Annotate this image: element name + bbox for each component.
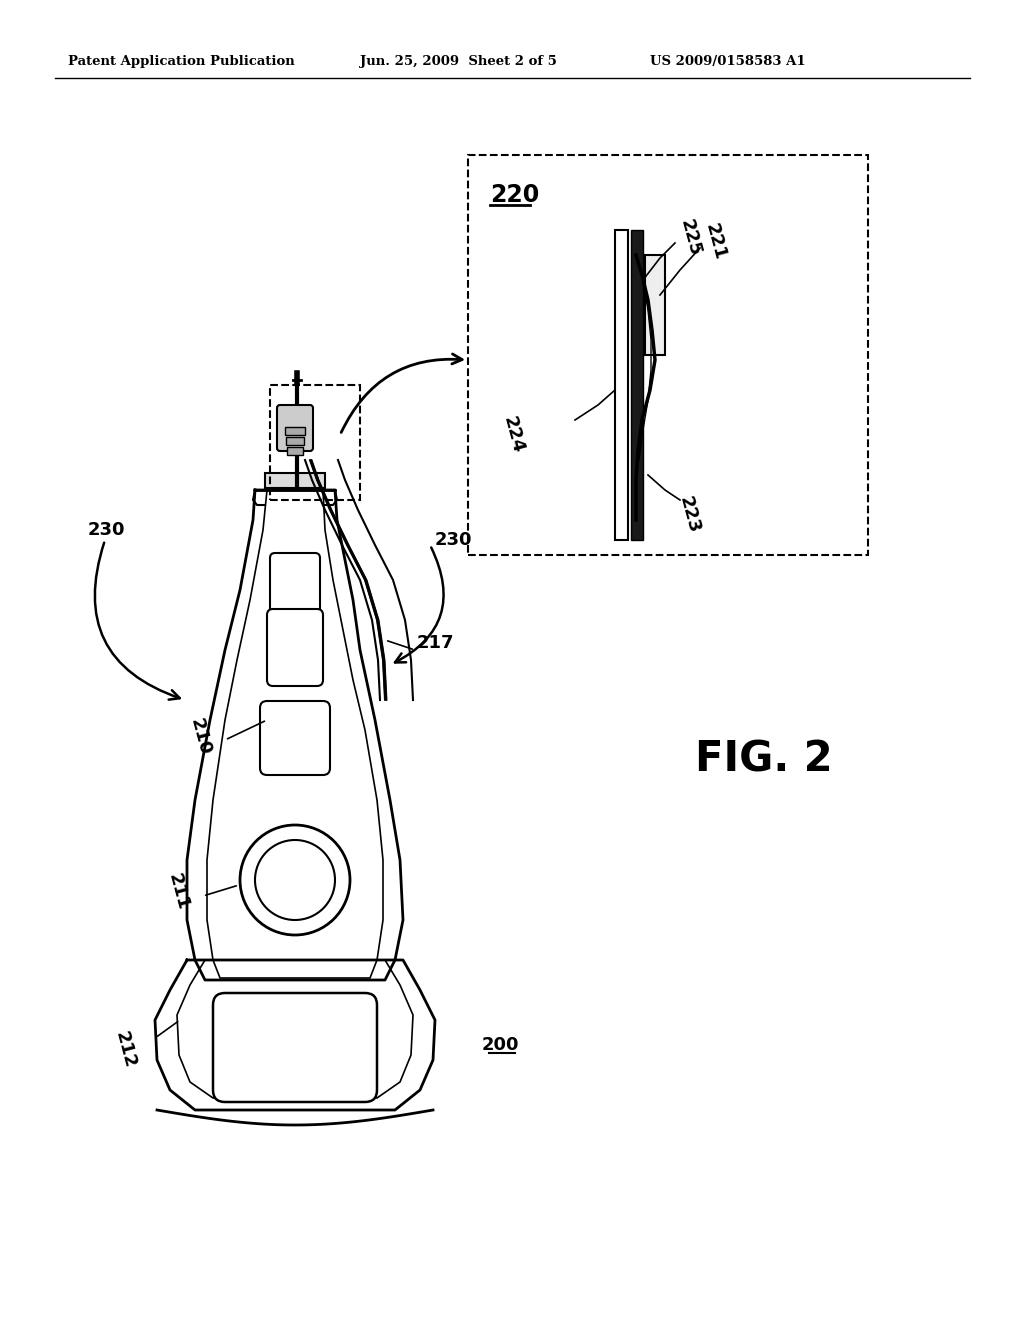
FancyBboxPatch shape <box>278 405 313 451</box>
Bar <box>645 255 665 355</box>
Text: Jun. 25, 2009  Sheet 2 of 5: Jun. 25, 2009 Sheet 2 of 5 <box>360 55 557 69</box>
Bar <box>631 230 643 540</box>
Text: 210: 210 <box>187 717 214 758</box>
FancyArrowPatch shape <box>341 354 462 433</box>
Text: 217: 217 <box>417 634 455 652</box>
Text: 211: 211 <box>165 871 193 912</box>
Circle shape <box>255 840 335 920</box>
Text: 200: 200 <box>481 1036 519 1053</box>
FancyBboxPatch shape <box>213 993 377 1102</box>
Text: 223: 223 <box>676 495 703 536</box>
Text: 212: 212 <box>112 1030 139 1071</box>
Bar <box>285 426 305 436</box>
Text: FIG. 2: FIG. 2 <box>695 739 833 781</box>
FancyBboxPatch shape <box>270 553 319 612</box>
Text: 225: 225 <box>677 218 705 259</box>
Text: 230: 230 <box>88 521 126 539</box>
FancyArrowPatch shape <box>95 543 180 700</box>
Text: US 2009/0158583 A1: US 2009/0158583 A1 <box>650 55 806 69</box>
FancyBboxPatch shape <box>260 701 330 775</box>
Text: 221: 221 <box>702 222 729 263</box>
FancyArrowPatch shape <box>395 548 443 663</box>
Text: 224: 224 <box>500 414 527 455</box>
Text: 220: 220 <box>490 183 540 207</box>
Text: 230: 230 <box>435 531 472 549</box>
Circle shape <box>240 825 350 935</box>
Text: Patent Application Publication: Patent Application Publication <box>68 55 295 69</box>
Bar <box>286 437 304 445</box>
Polygon shape <box>187 490 403 979</box>
FancyBboxPatch shape <box>267 609 323 686</box>
Polygon shape <box>155 960 435 1110</box>
Bar <box>287 447 303 455</box>
Bar <box>615 230 628 540</box>
Bar <box>265 473 325 488</box>
Bar <box>468 154 868 554</box>
Bar <box>270 385 360 500</box>
